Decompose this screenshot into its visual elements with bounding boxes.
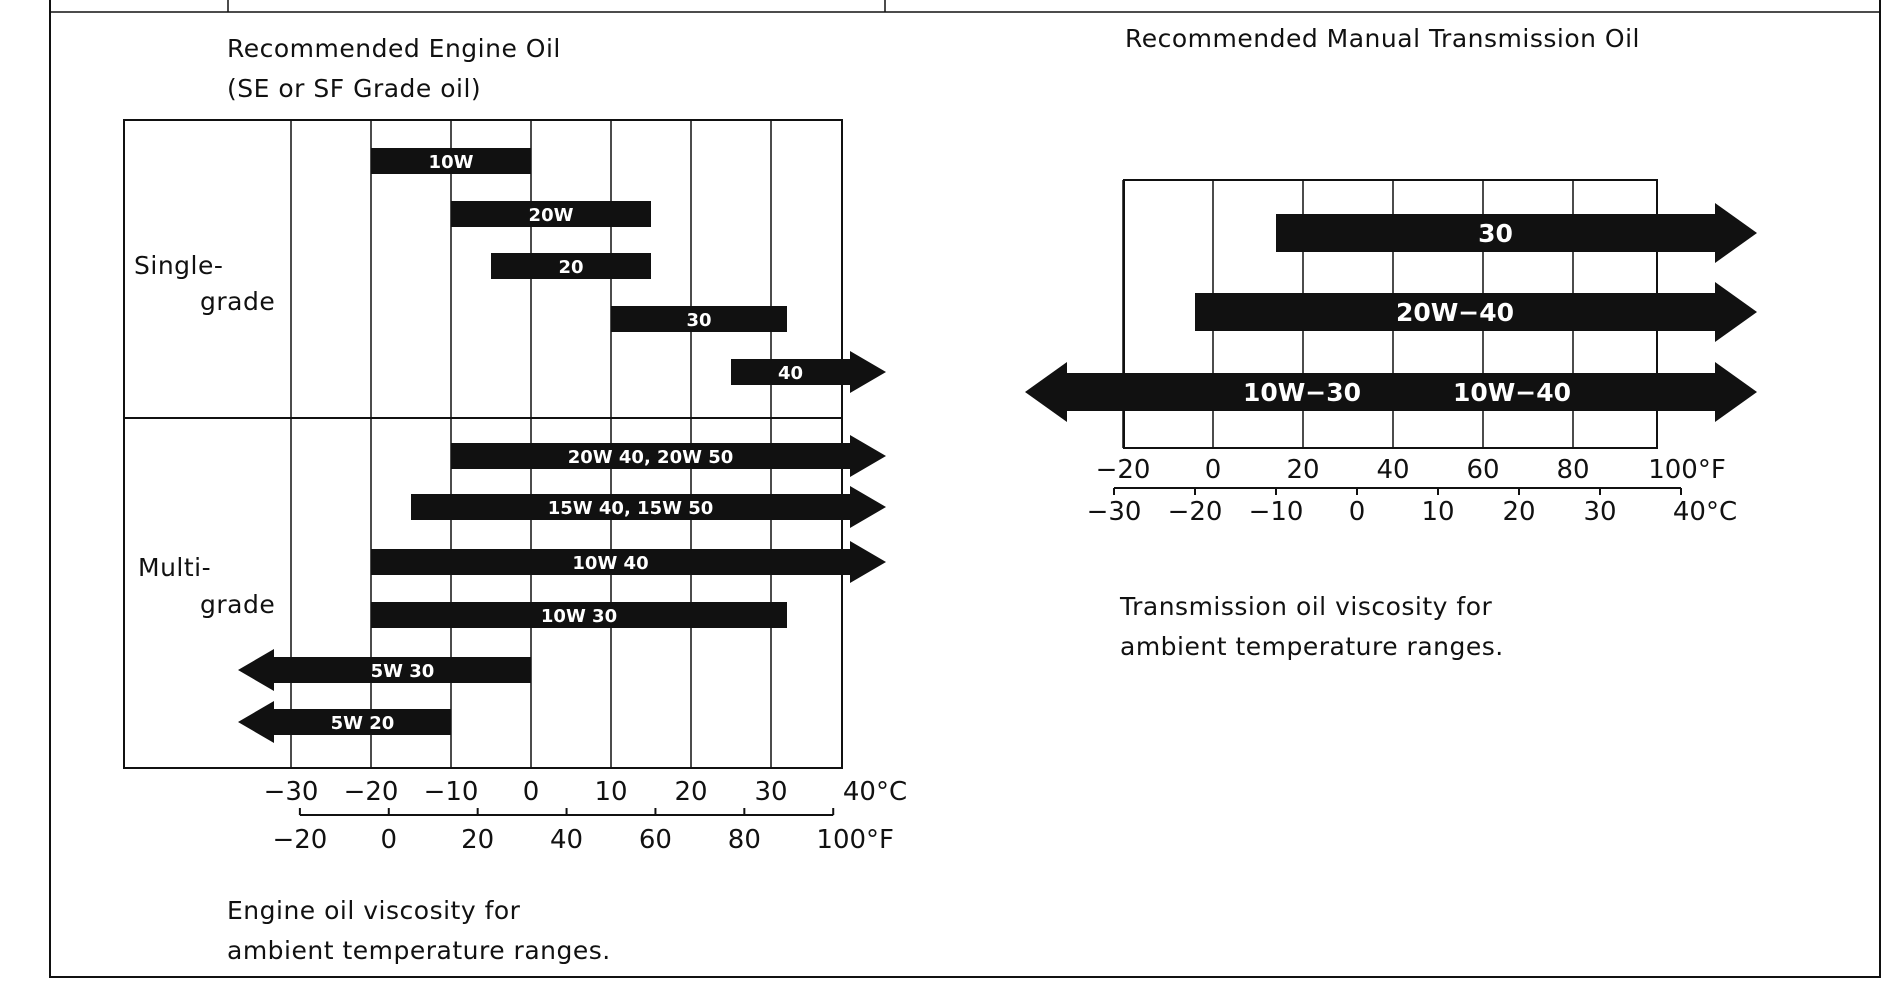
transmission-tick-c: 40°C xyxy=(1673,497,1737,527)
engine-tick-c: 40°C xyxy=(843,777,907,807)
transmission-tick-f: 40 xyxy=(1376,455,1409,485)
transmission-chart-caption-line2: ambient temperature ranges. xyxy=(1120,632,1504,661)
transmission-chart-caption-line1: Transmission oil viscosity for xyxy=(1120,592,1493,621)
engine-tick-f: 60 xyxy=(639,825,672,855)
engine-bar-30-label: 30 xyxy=(686,310,711,331)
engine-bar-5w-20 xyxy=(238,701,451,743)
engine-tick-c: 20 xyxy=(674,777,707,807)
engine-tick-f: 100°F xyxy=(816,825,894,855)
engine-tick-f: 40 xyxy=(550,825,583,855)
engine-bar-10w-40-label: 10W 40 xyxy=(572,553,648,574)
engine-tick-c: 0 xyxy=(523,777,540,807)
engine-bar-15w-40-15w-50-label: 15W 40, 15W 50 xyxy=(548,498,714,519)
engine-tick-c: −20 xyxy=(344,777,399,807)
engine-bar-40 xyxy=(731,351,886,393)
transmission-tick-c: 0 xyxy=(1349,497,1366,527)
transmission-bar-10w-30 xyxy=(1025,362,1757,422)
transmission-tick-c: 30 xyxy=(1583,497,1616,527)
engine-tick-f: 0 xyxy=(381,825,398,855)
engine-tick-f: −20 xyxy=(272,825,327,855)
transmission-tick-f: 80 xyxy=(1556,455,1589,485)
engine-tick-c: 30 xyxy=(754,777,787,807)
engine-bar-10w-label: 10W xyxy=(429,152,474,173)
multi-grade-label-line1: Multi- xyxy=(138,553,212,582)
engine-chart-title: Recommended Engine Oil xyxy=(227,34,561,63)
engine-tick-c: −30 xyxy=(264,777,319,807)
engine-bar-20 xyxy=(491,253,651,279)
transmission-bar-30 xyxy=(1276,203,1757,263)
engine-tick-c: 10 xyxy=(594,777,627,807)
engine-chart-subtitle: (SE or SF Grade oil) xyxy=(227,74,482,103)
engine-bar-20-label: 20 xyxy=(558,257,583,278)
engine-bar-20w-40-20w-50 xyxy=(451,435,886,477)
transmission-bar-20w-40-label: 20W−40 xyxy=(1396,298,1514,327)
transmission-tick-c: 10 xyxy=(1421,497,1454,527)
transmission-chart-title: Recommended Manual Transmission Oil xyxy=(1125,24,1640,53)
transmission-tick-c: −20 xyxy=(1168,497,1223,527)
engine-chart-caption-line1: Engine oil viscosity for xyxy=(227,896,521,925)
engine-tick-f: 80 xyxy=(728,825,761,855)
transmission-tick-c: 20 xyxy=(1502,497,1535,527)
engine-bar-20w xyxy=(451,201,651,227)
engine-tick-f: 20 xyxy=(461,825,494,855)
engine-bar-20w-label: 20W xyxy=(529,205,574,226)
engine-chart-caption-line2: ambient temperature ranges. xyxy=(227,936,611,965)
engine-bar-5w-20-label: 5W 20 xyxy=(331,713,395,734)
transmission-bar-20w-40 xyxy=(1195,282,1757,342)
multi-grade-label-line2: grade xyxy=(200,590,276,619)
engine-bar-10w-40 xyxy=(371,541,886,583)
engine-bar-10w-30 xyxy=(371,602,787,628)
transmission-tick-c: −10 xyxy=(1249,497,1304,527)
engine-bar-15w-40-15w-50 xyxy=(411,486,886,528)
single-grade-label-line2: grade xyxy=(200,287,276,316)
transmission-tick-f: 0 xyxy=(1205,455,1222,485)
transmission-tick-f: −20 xyxy=(1096,455,1151,485)
engine-tick-c: −10 xyxy=(424,777,479,807)
engine-bar-10w xyxy=(371,148,531,174)
transmission-bar-30-label: 30 xyxy=(1478,219,1513,248)
transmission-tick-f: 100°F xyxy=(1648,455,1726,485)
transmission-tick-f: 60 xyxy=(1466,455,1499,485)
engine-bar-5w-30-label: 5W 30 xyxy=(371,661,435,682)
engine-bar-5w-30 xyxy=(238,649,531,691)
engine-bar-20w-40-20w-50-label: 20W 40, 20W 50 xyxy=(568,447,734,468)
engine-bar-40-label: 40 xyxy=(778,363,803,384)
transmission-bar-10w-30-label: 10W−30 xyxy=(1243,378,1361,407)
single-grade-label-line1: Single- xyxy=(134,251,224,280)
transmission-bar-10w-40-label: 10W−40 xyxy=(1453,378,1571,407)
engine-bar-30 xyxy=(611,306,787,332)
transmission-tick-c: −30 xyxy=(1087,497,1142,527)
engine-bar-10w-30-label: 10W 30 xyxy=(541,606,617,627)
transmission-tick-f: 20 xyxy=(1286,455,1319,485)
